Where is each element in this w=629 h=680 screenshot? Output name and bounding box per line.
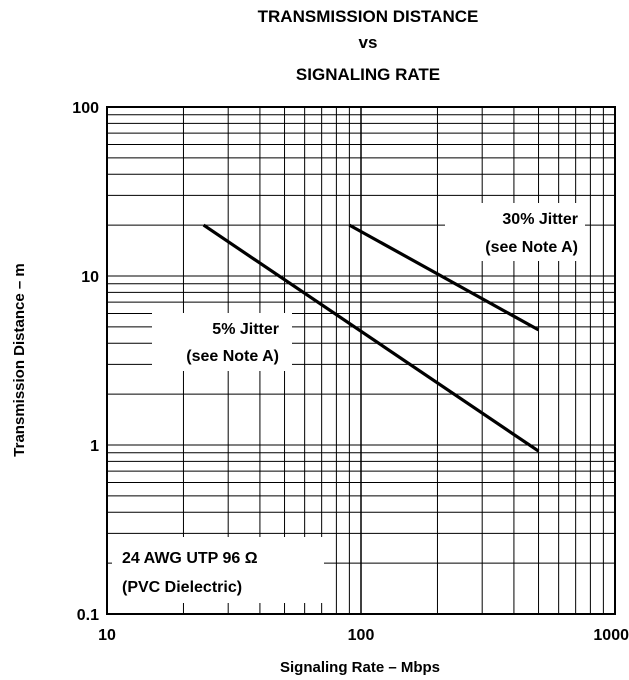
x-tick-label: 10 [98,627,116,644]
note-box [112,537,324,603]
grid [106,107,616,615]
series-label-background [152,313,292,371]
y-tick-label: 1 [90,438,99,455]
plot-frame [106,106,616,615]
tick-layer: 0.1 1 10 100 10 100 1000 [72,100,629,644]
series-line [348,223,540,332]
chart-title-line-2: vs [359,33,378,52]
note-line-2: (PVC Dielectric) [122,579,242,596]
series-layer: 5% Jitter (see Note A) 30% Jitter (see Note… [152,203,585,453]
chart-title-line-3: SIGNALING RATE [296,65,440,84]
y-tick-label: 100 [72,100,99,117]
series-label: (see Note A) [186,348,279,365]
series-label-background [445,203,585,261]
x-tick-label: 100 [348,627,375,644]
series-label: 30% Jitter [502,211,578,228]
series-line [202,223,540,453]
series-label: 5% Jitter [212,321,279,338]
y-tick-label: 10 [81,269,99,286]
x-axis-label: Signaling Rate – Mbps [280,659,440,676]
x-tick-label: 1000 [593,627,629,644]
y-axis-label: Transmission Distance – m [11,263,28,456]
note-line-1: 24 AWG UTP 96 Ω [122,550,258,567]
chart-title-line-1: TRANSMISSION DISTANCE [258,7,479,26]
series-label: (see Note A) [485,239,578,256]
y-tick-label: 0.1 [77,607,99,624]
